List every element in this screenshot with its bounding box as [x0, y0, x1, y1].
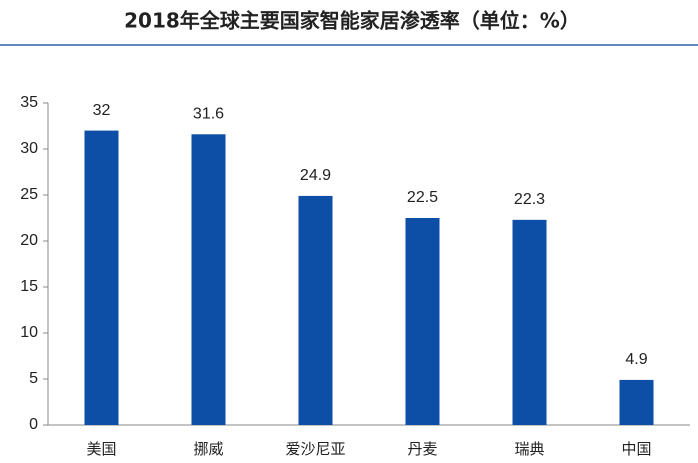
x-tick-label: 爱沙尼亚 — [285, 440, 345, 458]
x-tick-label: 美国 — [86, 440, 116, 458]
y-tick-label: 35 — [20, 94, 38, 111]
y-tick-label: 30 — [20, 140, 38, 157]
y-tick-label: 5 — [29, 370, 38, 387]
x-tick-label: 瑞典 — [514, 440, 544, 458]
bar — [619, 379, 654, 425]
y-tick-label: 25 — [20, 186, 38, 203]
y-tick-label: 0 — [29, 416, 38, 433]
x-tick-label: 丹麦 — [407, 440, 437, 458]
y-tick-label: 15 — [20, 278, 38, 295]
bar — [191, 134, 226, 425]
value-label: 22.3 — [514, 191, 545, 208]
bar — [84, 130, 119, 425]
y-tick-label: 10 — [20, 324, 38, 341]
value-label: 32 — [93, 102, 111, 119]
bar — [298, 195, 333, 425]
value-label: 31.6 — [193, 105, 224, 122]
bar — [512, 219, 547, 425]
chart-title: 2018年全球主要国家智能家居渗透率（单位：%） — [124, 9, 580, 33]
value-label: 4.9 — [625, 351, 647, 368]
y-tick-label: 20 — [20, 232, 38, 249]
value-label: 22.5 — [407, 189, 438, 206]
value-label: 24.9 — [300, 167, 331, 184]
x-tick-label: 挪威 — [193, 440, 223, 458]
bar — [405, 218, 440, 425]
x-tick-label: 中国 — [621, 440, 651, 458]
